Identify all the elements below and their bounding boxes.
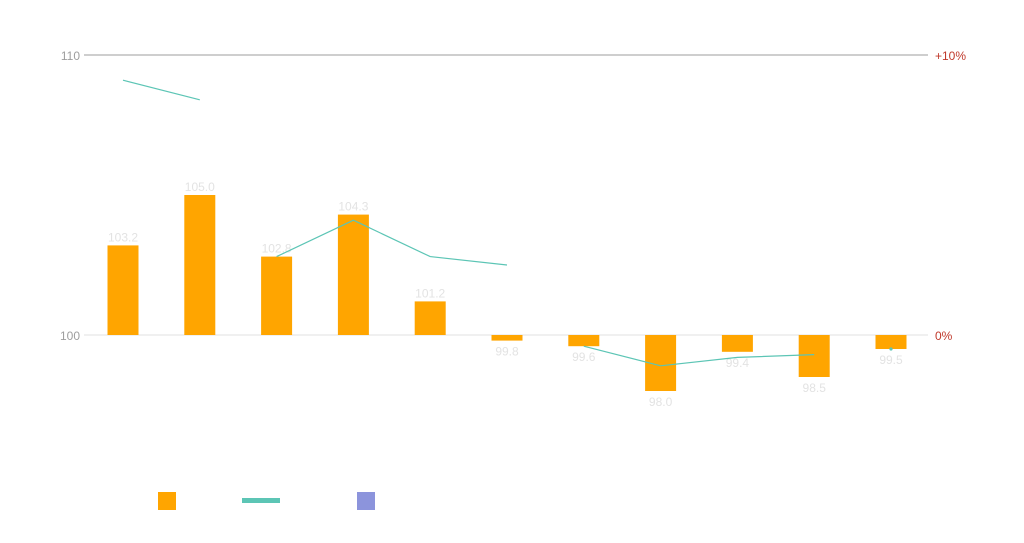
line-segment-3 bbox=[583, 345, 815, 367]
bar-label-8: 98.0 bbox=[649, 395, 673, 409]
bar-label-10: 98.5 bbox=[803, 381, 827, 395]
bar-10 bbox=[798, 335, 830, 377]
legend-swatch-bar-1 bbox=[158, 492, 176, 510]
bar-label-7: 99.6 bbox=[572, 350, 596, 364]
bar-3 bbox=[261, 256, 293, 335]
right-tick-label: +10% bbox=[935, 49, 966, 63]
bar-label-2: 105.0 bbox=[185, 180, 215, 194]
bar-series bbox=[107, 195, 907, 391]
left-tick-label: 110 bbox=[61, 49, 80, 63]
left-tick-label: 100 bbox=[60, 329, 80, 343]
bar-1 bbox=[107, 245, 139, 335]
line-series bbox=[122, 79, 893, 367]
line-point-4 bbox=[889, 347, 893, 351]
bar-label-3: 102.8 bbox=[262, 242, 292, 256]
bar-data-labels: 103.2 105.0 102.8 104.3 101.2 99.8 99.6 98.0 99.… bbox=[108, 180, 903, 409]
bar-label-4: 104.3 bbox=[338, 200, 368, 214]
line-segment-2 bbox=[276, 219, 508, 266]
right-axis: 0% +10% bbox=[935, 49, 966, 343]
bar-label-5: 101.2 bbox=[415, 286, 445, 300]
legend bbox=[158, 492, 375, 510]
bar-4 bbox=[337, 214, 369, 335]
bar-5 bbox=[414, 301, 446, 335]
bar-label-1: 103.2 bbox=[108, 230, 138, 244]
bar-6 bbox=[491, 335, 523, 341]
bar-2 bbox=[184, 195, 216, 335]
line-segment-1 bbox=[122, 79, 200, 101]
right-tick-label: 0% bbox=[935, 329, 953, 343]
legend-swatch-line-2 bbox=[242, 498, 280, 503]
bar-label-11: 99.5 bbox=[879, 353, 903, 367]
legend-swatch-bar-3 bbox=[357, 492, 375, 510]
bar-label-9: 99.4 bbox=[726, 356, 750, 370]
bar-7 bbox=[568, 335, 600, 347]
bar-11 bbox=[875, 335, 907, 349]
bar-label-6: 99.8 bbox=[495, 345, 519, 359]
bar-9 bbox=[721, 335, 753, 352]
left-axis: 100 110 bbox=[60, 49, 80, 343]
